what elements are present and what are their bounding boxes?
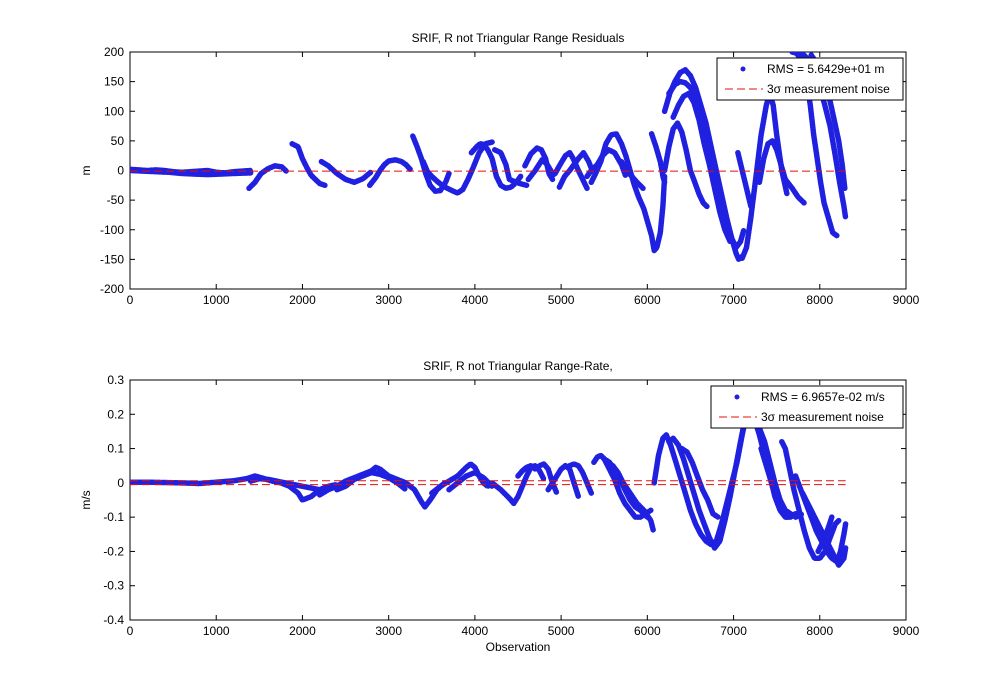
measurement-trace-4 [289, 141, 328, 189]
measurement-trace-6 [446, 469, 495, 493]
y-tick-label: -0.3 [103, 579, 124, 593]
measurement-trace-15 [588, 131, 668, 254]
legend-entry: RMS = 5.6429e+01 m [767, 62, 884, 76]
measurement-trace-11 [522, 145, 556, 183]
y-tick-label: 0.2 [107, 407, 124, 421]
y-tick-label: 0 [117, 476, 124, 490]
legend: RMS = 5.6429e+01 m 3σ measurement noise [716, 57, 904, 101]
measurement-trace-12 [525, 157, 556, 183]
x-tick-label: 1000 [203, 293, 230, 307]
measurement-trace-23 [739, 90, 790, 261]
measurement-trace-22 [670, 90, 733, 245]
y-tick-label: -0.2 [103, 544, 124, 558]
legend-entry: 3σ measurement noise [767, 82, 890, 96]
y-axis-label: m/s [79, 490, 93, 509]
y-tick-label: -50 [107, 193, 125, 207]
measurement-trace-3 [316, 464, 448, 510]
measurement-trace-15 [679, 445, 721, 520]
legend-marker-dot [740, 66, 746, 72]
measurement-trace-10 [491, 147, 530, 189]
data-layer [130, 411, 849, 568]
legend-marker-dot [734, 394, 740, 400]
measurement-trace-8 [545, 462, 582, 500]
x-tick-label: 4000 [462, 624, 489, 638]
y-tick-label: 0 [117, 164, 124, 178]
x-tick-label: 4000 [462, 293, 489, 307]
measurement-trace-22 [815, 514, 835, 555]
x-tick-label: 7000 [720, 624, 747, 638]
legend: RMS = 6.9657e-02 m/s 3σ measurement noise [710, 385, 904, 429]
measurement-trace-3 [246, 163, 290, 192]
x-tick-label: 9000 [893, 293, 920, 307]
measurement-trace-19 [779, 438, 842, 562]
y-tick-label: 150 [104, 75, 124, 89]
y-tick-label: 0.3 [107, 373, 124, 387]
measurement-trace-14 [556, 149, 595, 190]
measurement-trace-21 [666, 78, 747, 251]
x-tick-label: 9000 [893, 624, 920, 638]
x-tick-label: 2000 [289, 624, 316, 638]
measurement-trace-10 [591, 452, 654, 520]
measurement-trace-28 [735, 149, 754, 209]
x-tick-label: 3000 [375, 293, 402, 307]
y-axis-label: m [79, 166, 93, 176]
x-tick-label: 6000 [634, 293, 661, 307]
x-tick-label: 6000 [634, 624, 661, 638]
measurement-trace-7 [515, 461, 560, 496]
y-tick-label: -100 [100, 223, 124, 237]
y-tick-label: 0.1 [107, 442, 124, 456]
x-axis-label: Observation [486, 640, 551, 654]
x-tick-label: 0 [127, 624, 134, 638]
y-tick-label: -150 [100, 252, 124, 266]
y-tick-label: 200 [104, 45, 124, 59]
series-1 [130, 411, 849, 568]
legend-box [710, 385, 904, 429]
measurement-trace-5 [318, 158, 375, 186]
x-tick-label: 8000 [806, 624, 833, 638]
y-tick-label: -200 [100, 282, 124, 296]
measurement-trace-24 [756, 138, 808, 206]
measurement-trace-9 [468, 141, 524, 192]
y-tick-label: -0.4 [103, 613, 124, 627]
x-tick-label: 8000 [806, 293, 833, 307]
data-layer [130, 52, 849, 263]
measurement-trace-18 [758, 445, 790, 520]
chart-panel-2: 0 1000 2000 3000 4000 5000 6000 7000 8000 9000 -0.… [79, 359, 920, 654]
x-tick-label: 7000 [720, 293, 747, 307]
measurement-trace-19 [661, 120, 711, 210]
y-tick-label: -0.1 [103, 510, 124, 524]
x-tick-label: 5000 [548, 293, 575, 307]
x-tick-label: 0 [127, 293, 134, 307]
measurement-trace-12 [610, 462, 657, 534]
measurement-trace-6 [366, 157, 413, 189]
x-tick-label: 5000 [548, 624, 575, 638]
y-tick-label: 50 [111, 134, 125, 148]
x-tick-label: 3000 [375, 624, 402, 638]
series-1 [130, 52, 849, 263]
chart-panel-1: 0 1000 2000 3000 4000 5000 6000 7000 8000 9000-20… [79, 31, 920, 307]
legend-entry: RMS = 6.9657e-02 m/s [761, 390, 885, 404]
y-tick-label: 100 [104, 104, 124, 118]
measurement-trace-18 [648, 131, 668, 186]
measurement-trace-17 [618, 158, 646, 192]
chart-title: SRIF, R not Triangular Range Residuals [412, 31, 625, 45]
chart-title: SRIF, R not Triangular Range-Rate, [423, 359, 612, 373]
x-tick-label: 1000 [203, 624, 230, 638]
x-tick-label: 2000 [289, 293, 316, 307]
measurement-trace-14 [666, 421, 747, 551]
legend-entry: 3σ measurement noise [761, 410, 884, 424]
legend-box [716, 57, 904, 101]
measurement-trace-8 [420, 139, 495, 196]
